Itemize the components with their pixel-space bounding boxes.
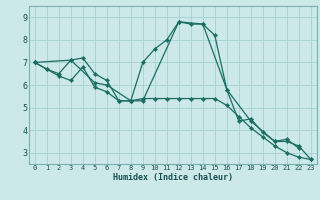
X-axis label: Humidex (Indice chaleur): Humidex (Indice chaleur) (113, 173, 233, 182)
